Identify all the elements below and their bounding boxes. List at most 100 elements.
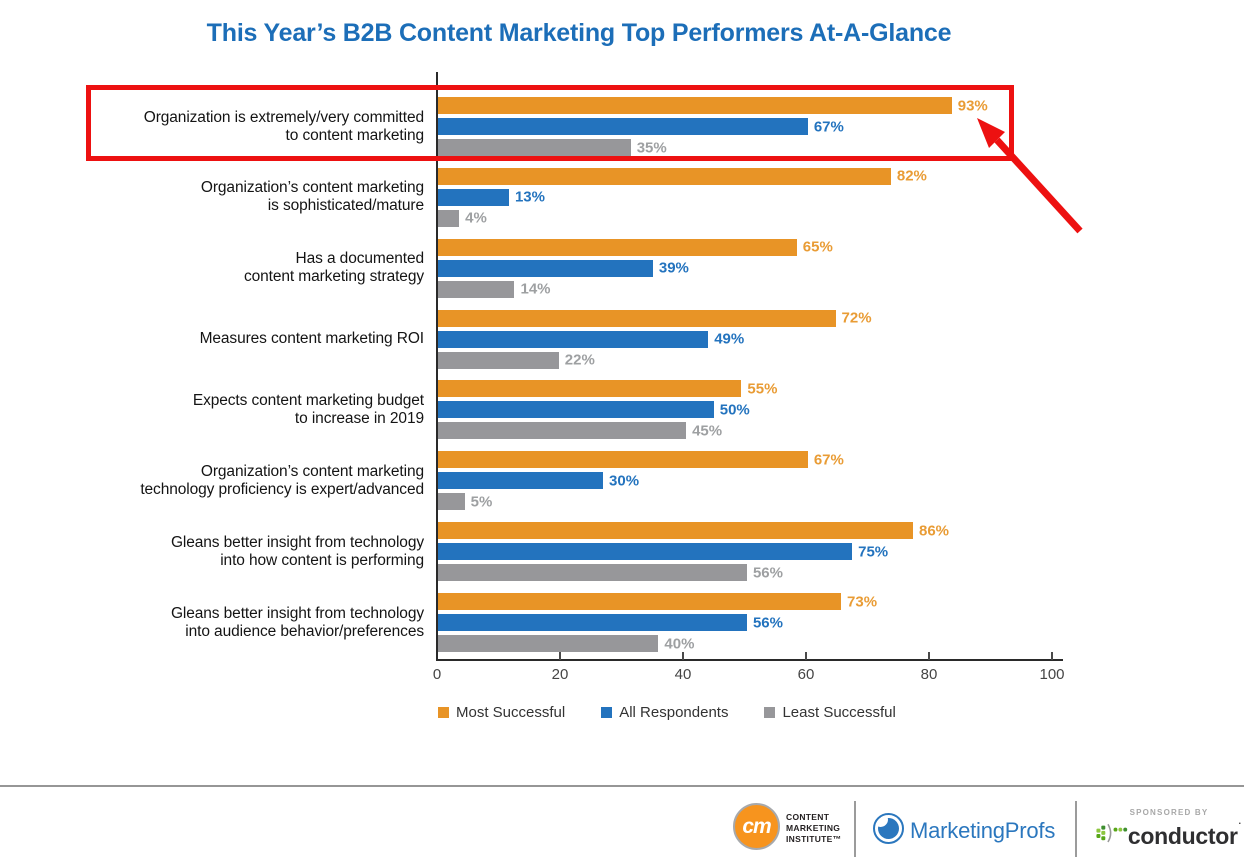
- conductor-wordmark: conductor: [1127, 823, 1238, 849]
- bar-all-respondents-2: 39%: [437, 259, 689, 277]
- highlight-box: [86, 85, 1014, 161]
- legend-label: All Respondents: [619, 704, 729, 721]
- bar-all-respondents-5: 30%: [437, 472, 639, 490]
- conductor-logo: conductor ·: [1096, 815, 1242, 850]
- category-label-0: Organization is extremely/very committed…: [143, 108, 424, 144]
- category-label-5: Organization’s content marketing technolo…: [140, 462, 424, 498]
- logo-divider-2: [1075, 801, 1077, 857]
- x-tick-label-60: 60: [797, 666, 815, 683]
- value-label: 55%: [747, 380, 778, 398]
- bar-most-successful-6: 86%: [437, 522, 949, 540]
- cmi-line-2: MARKETING: [786, 823, 841, 833]
- value-label: 39%: [658, 259, 689, 277]
- legend-swatch-icon: [601, 707, 613, 718]
- bar-least-successful-2: 14%: [437, 280, 551, 298]
- bar-all-respondents-4: 50%: [437, 401, 750, 419]
- value-label: 49%: [714, 330, 745, 348]
- bar-all-respondents-6: 75%: [437, 543, 888, 561]
- value-label: 86%: [919, 522, 950, 540]
- marketingprofs-bird-icon: [875, 815, 899, 839]
- bar-least-successful-1: 4%: [437, 209, 487, 227]
- value-label: 22%: [564, 351, 595, 369]
- category-label-3: Measures content marketing ROI: [199, 330, 425, 348]
- marketingprofs-logo-text: MarketingProfs: [910, 818, 1056, 843]
- category-label-1: Organization’s content marketing is sophi…: [200, 179, 424, 215]
- x-tick-40: [682, 652, 684, 660]
- value-label: 56%: [752, 614, 783, 632]
- x-tick-label-100: 100: [1039, 666, 1065, 683]
- cmi-logo-icon: cm: [733, 803, 780, 850]
- sponsor-block: SPONSORED BY conductor ·: [1096, 808, 1242, 850]
- legend-item-most-successful: Most Successful: [438, 704, 565, 721]
- value-label: 4%: [465, 209, 487, 227]
- plot-area: 93% 67% 35% 82% 13% 4% 65% 39% 14% 72% 49% 22% 55% 50…: [437, 72, 1052, 660]
- bar-least-successful-4: 45%: [437, 422, 722, 440]
- value-label: 35%: [636, 139, 667, 156]
- legend-item-all-respondents: All Respondents: [601, 704, 728, 721]
- cmi-logo-text: CONTENT MARKETING INSTITUTE™: [786, 812, 841, 845]
- value-label: 50%: [719, 401, 750, 419]
- bar-all-respondents-1: 13%: [437, 188, 545, 206]
- bar-most-successful-4: 55%: [437, 380, 777, 398]
- cmi-line-1: CONTENT: [786, 812, 830, 822]
- x-tick-label-40: 40: [674, 666, 692, 683]
- value-label: 65%: [802, 238, 833, 256]
- bar-least-successful-5: 5%: [437, 493, 492, 511]
- bar-all-respondents-7: 56%: [437, 614, 783, 632]
- legend-label: Most Successful: [456, 704, 566, 721]
- value-label: 73%: [847, 593, 878, 611]
- cmi-logo-monogram: cm: [742, 814, 771, 838]
- bar-most-successful-2: 65%: [437, 238, 833, 256]
- bar-least-successful-7: 40%: [437, 635, 694, 653]
- x-tick-80: [928, 652, 930, 660]
- value-label: 93%: [957, 97, 988, 114]
- value-label: 67%: [813, 451, 844, 469]
- bar-most-successful-3: 72%: [437, 309, 872, 327]
- footer-divider: [0, 785, 1244, 787]
- category-label-2: Has a documented content marketing strate…: [243, 250, 424, 286]
- x-axis-line: [436, 659, 1063, 661]
- value-label: 30%: [609, 472, 640, 490]
- bar-most-successful-0: 93%: [437, 97, 988, 114]
- chart-title: This Year’s B2B Content Marketing Top Pe…: [206, 19, 952, 47]
- value-label: 82%: [896, 167, 927, 185]
- value-label: 56%: [752, 564, 783, 582]
- value-label: 67%: [813, 118, 844, 135]
- x-tick-label-0: 0: [432, 666, 442, 683]
- sponsored-by-label: SPONSORED BY: [1129, 808, 1209, 817]
- value-label: 13%: [514, 188, 545, 206]
- logo-divider-1: [854, 801, 856, 857]
- value-label: 40%: [664, 635, 695, 653]
- value-label: 72%: [841, 309, 872, 327]
- x-tick-20: [559, 652, 561, 660]
- x-tick-label-80: 80: [920, 666, 938, 683]
- legend-swatch-icon: [764, 707, 776, 718]
- category-label-4: Expects content marketing budget to incre…: [192, 391, 424, 427]
- bar-all-respondents-0: 67%: [437, 118, 844, 135]
- legend: Most Successful All Respondents Least Succ…: [438, 704, 896, 721]
- bar-most-successful-1: 82%: [437, 167, 927, 185]
- marketingprofs-logo-icon: [873, 813, 904, 844]
- conductor-dots-icon: [1096, 823, 1128, 843]
- conductor-trademark-dot: ·: [1237, 815, 1242, 830]
- bar-least-successful-6: 56%: [437, 564, 783, 582]
- cmi-line-3: INSTITUTE™: [786, 834, 842, 844]
- category-label-7: Gleans better insight from technology int…: [170, 604, 424, 640]
- value-label: 14%: [520, 280, 551, 298]
- value-label: 45%: [692, 422, 723, 440]
- x-tick-60: [805, 652, 807, 660]
- category-label-6: Gleans better insight from technology int…: [170, 533, 424, 569]
- y-axis-line: [436, 72, 438, 661]
- legend-item-least-successful: Least Successful: [764, 704, 896, 721]
- bar-all-respondents-3: 49%: [437, 330, 744, 348]
- bar-least-successful-3: 22%: [437, 351, 595, 369]
- legend-label: Least Successful: [782, 704, 896, 721]
- value-label: 5%: [470, 493, 493, 511]
- value-label: 75%: [858, 543, 889, 561]
- bar-most-successful-7: 73%: [437, 593, 877, 611]
- bar-least-successful-0: 35%: [437, 139, 667, 156]
- x-tick-label-20: 20: [551, 666, 569, 683]
- legend-swatch-icon: [438, 707, 449, 718]
- bar-most-successful-5: 67%: [437, 451, 844, 469]
